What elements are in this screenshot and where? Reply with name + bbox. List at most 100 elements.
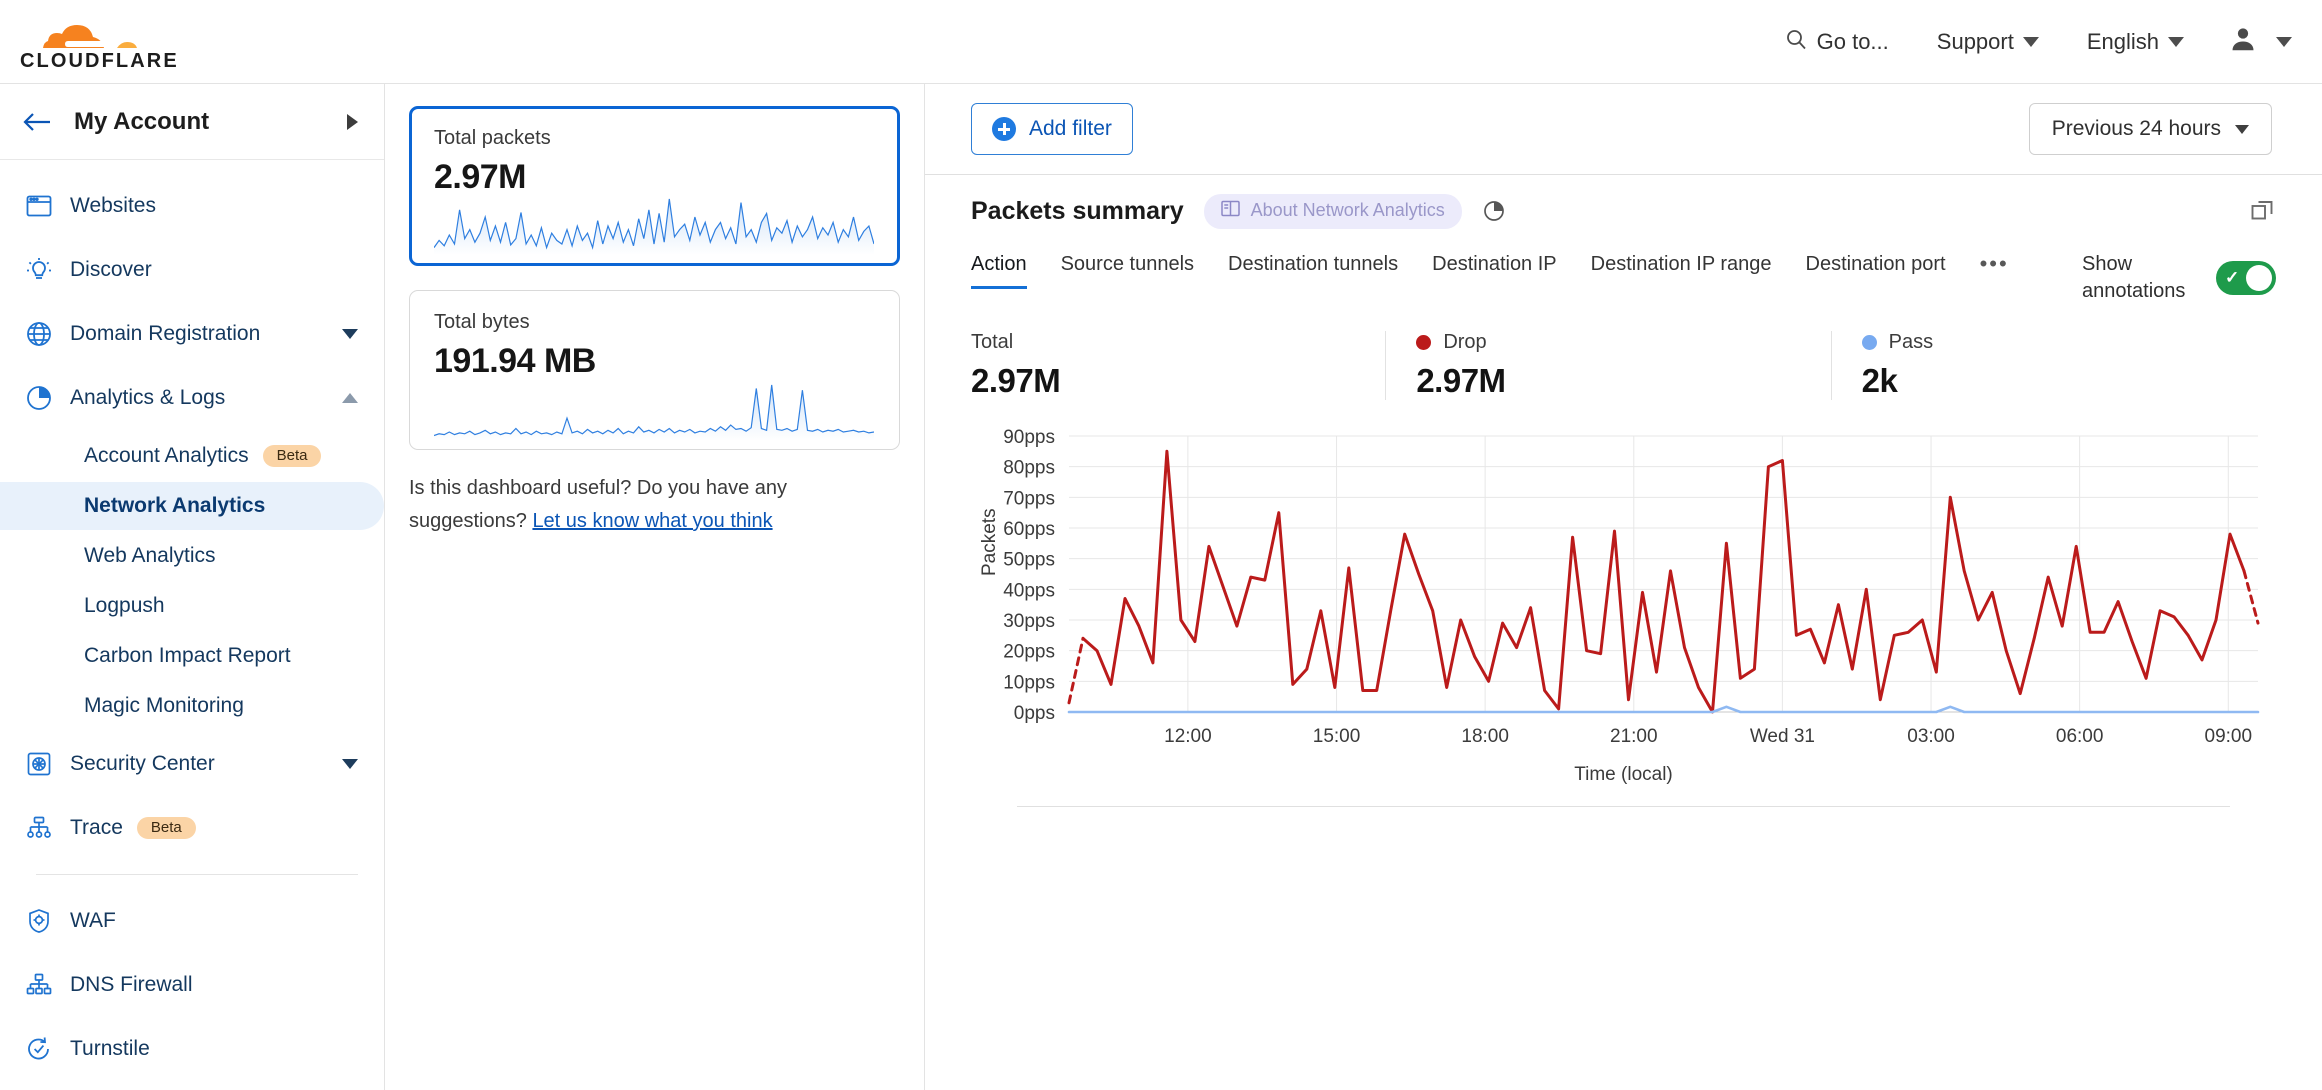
metric-card-total-bytes[interactable]: Total bytes 191.94 MB (409, 290, 900, 450)
pie-chart-icon (26, 385, 70, 411)
sidebar-item-domain-registration[interactable]: Domain Registration (0, 302, 384, 366)
x-axis-tick: 03:00 (1907, 726, 1955, 747)
tab-destination-ip[interactable]: Destination IP (1432, 253, 1557, 275)
search-icon (1784, 27, 1808, 57)
support-menu[interactable]: Support (1913, 29, 2063, 55)
tabs-overflow-icon[interactable]: ••• (1979, 251, 2009, 276)
sidebar-item-account-analytics[interactable]: Account Analytics Beta (0, 432, 384, 480)
sidebar-item-analytics-and-logs[interactable]: Analytics & Logs (0, 366, 384, 430)
pie-chart-icon[interactable] (1482, 199, 1506, 223)
sidebar-item-websites[interactable]: Websites (0, 174, 384, 238)
about-network-analytics-chip[interactable]: About Network Analytics (1203, 193, 1462, 229)
metric-card-total-packets[interactable]: Total packets 2.97M (409, 106, 900, 266)
x-axis-tick: 12:00 (1164, 726, 1212, 747)
stat-value: 2.97M (1416, 362, 1506, 399)
metric-value: 2.97M (434, 158, 527, 196)
back-arrow-icon[interactable] (22, 111, 52, 133)
tab-destination-ip-range[interactable]: Destination IP range (1590, 253, 1772, 275)
sidebar-item-dns-firewall[interactable]: DNS Firewall (0, 953, 384, 1017)
shield-grid-icon (26, 751, 70, 777)
sidebar-subitem-label: Carbon Impact Report (84, 644, 291, 667)
x-axis-tick: 15:00 (1313, 726, 1361, 747)
y-axis-tick: 80pps (1003, 458, 1055, 479)
sidebar-item-magic-monitoring[interactable]: Magic Monitoring (0, 682, 384, 730)
add-filter-button[interactable]: Add filter (971, 103, 1133, 155)
sparkline-total-bytes (434, 384, 874, 441)
stat-label: Pass (1888, 331, 1934, 353)
series-drop-dashed-tail (2242, 569, 2260, 625)
stats-row: Total 2.97M Drop 2.97M Pass 2 (971, 331, 2276, 400)
chevron-right-icon[interactable] (347, 113, 358, 130)
sidebar-subitem-label: Network Analytics (84, 494, 266, 517)
sidebar-item-carbon-impact-report[interactable]: Carbon Impact Report (0, 632, 384, 680)
dimension-tabs: Action Source tunnels Destination tunnel… (971, 247, 2009, 289)
x-axis-tick: Wed 31 (1750, 726, 1815, 747)
logo-wordmark: CLOUDFLARE (20, 50, 178, 71)
y-axis-tick: 70pps (1003, 488, 1055, 509)
sidebar-item-web-analytics[interactable]: Web Analytics (0, 532, 384, 580)
sidebar-item-label: WAF (70, 909, 116, 932)
network-tree-icon (26, 972, 70, 998)
sidebar-subitem-label: Web Analytics (84, 544, 216, 567)
metrics-column: Total packets 2.97M Total bytes 191.94 M… (385, 84, 925, 1090)
account-header[interactable]: My Account (0, 84, 384, 160)
account-name: My Account (74, 107, 210, 135)
browser-window-icon (26, 194, 70, 218)
sidebar-item-label: Security Center (70, 752, 215, 775)
pass-color-dot-icon (1861, 335, 1877, 350)
tab-action[interactable]: Action (971, 247, 1027, 289)
drop-color-dot-icon (1416, 335, 1432, 350)
sidebar-item-security-center[interactable]: Security Center (0, 732, 384, 796)
sidebar-item-trace[interactable]: Trace Beta (0, 796, 384, 860)
add-filter-label: Add filter (1029, 117, 1112, 140)
sidebar-item-label: DNS Firewall (70, 973, 193, 996)
y-axis-tick: 20pps (1003, 642, 1055, 663)
stat-value: 2.97M (971, 362, 1061, 399)
filters-toolbar: Add filter Previous 24 hours (925, 84, 2322, 174)
sidebar-subitem-label: Account Analytics (84, 444, 249, 467)
x-axis-tick: 06:00 (2056, 726, 2104, 747)
sidebar-item-logpush[interactable]: Logpush (0, 582, 384, 630)
stat-drop: Drop 2.97M (1385, 331, 1830, 400)
feedback-block: Is this dashboard useful? Do you have an… (409, 474, 829, 536)
go-to-label: Go to... (1816, 28, 1889, 54)
stat-label-wrap: Total (971, 331, 1385, 354)
tab-destination-tunnels[interactable]: Destination tunnels (1228, 253, 1399, 275)
language-menu[interactable]: English (2063, 29, 2208, 55)
tabs-and-annotations: Action Source tunnels Destination tunnel… (971, 247, 2276, 305)
chart-plot[interactable]: 0pps 10pps 20pps 30pps 40pps 50pps 60pps 70pps 8… (971, 428, 2276, 758)
feedback-link[interactable]: Let us know what you think (532, 510, 773, 532)
expand-panes-icon[interactable] (2250, 197, 2276, 228)
chevron-up-icon[interactable] (342, 393, 358, 403)
sidebar-item-label: Analytics & Logs (70, 386, 226, 409)
user-menu[interactable] (2208, 24, 2296, 59)
tab-destination-port[interactable]: Destination port (1805, 253, 1946, 275)
x-axis-tick: 09:00 (2205, 726, 2253, 747)
panel-title: Packets summary (971, 196, 1184, 225)
about-chip-label: About Network Analytics (1250, 200, 1445, 220)
sidebar-item-waf[interactable]: WAF (0, 889, 384, 953)
y-axis-tick: 0pps (1014, 703, 1055, 724)
beta-badge: Beta (262, 445, 322, 467)
tab-source-tunnels[interactable]: Source tunnels (1060, 253, 1195, 275)
y-axis-title: Packets (979, 508, 1000, 576)
chevron-down-icon (2276, 36, 2292, 47)
show-annotations-toggle[interactable]: ✓ (2216, 261, 2276, 295)
time-range-dropdown[interactable]: Previous 24 hours (2028, 103, 2272, 155)
x-axis-tick: 21:00 (1610, 726, 1658, 747)
main-content: Add filter Previous 24 hours Packets sum… (925, 84, 2322, 1090)
stat-label-wrap: Drop (1416, 331, 1830, 354)
chevron-down-icon[interactable] (342, 329, 358, 339)
stat-value: 2k (1861, 362, 1898, 399)
cloudflare-logo[interactable]: CLOUDFLARE (18, 13, 178, 71)
lightbulb-icon (26, 257, 70, 283)
sidebar-item-turnstile[interactable]: Turnstile (0, 1017, 384, 1081)
metric-label: Total packets (434, 127, 551, 149)
sidebar-item-network-analytics[interactable]: Network Analytics (0, 482, 384, 530)
chevron-down-icon[interactable] (342, 759, 358, 769)
stat-total: Total 2.97M (971, 331, 1385, 400)
go-to-search[interactable]: Go to... (1760, 27, 1913, 57)
sidebar-item-label: Turnstile (70, 1037, 150, 1060)
sidebar-item-discover[interactable]: Discover (0, 238, 384, 302)
